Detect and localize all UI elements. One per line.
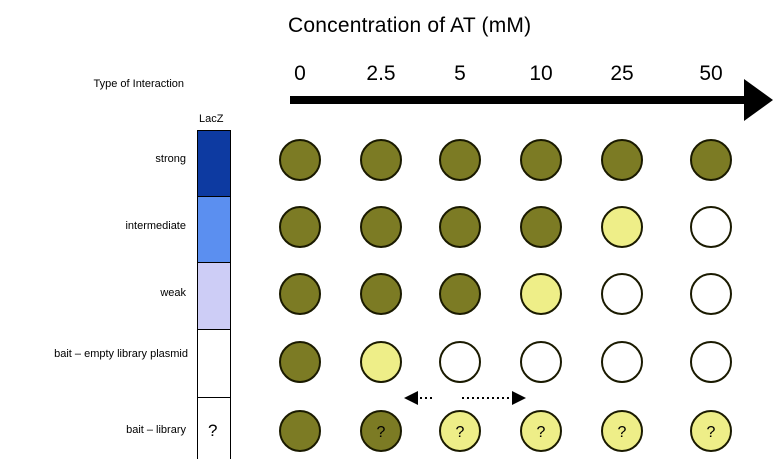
lacz-swatch [197,263,231,330]
axis-title: Concentration of AT (mM) [288,14,532,37]
growth-spot [279,139,321,181]
left-arrowhead [404,391,418,405]
type-of-interaction-heading: Type of Interaction [93,78,185,90]
row-label: bait – library [126,424,186,436]
spot-question-mark: ? [537,424,546,441]
growth-spot [601,139,643,181]
growth-spot [690,410,732,452]
growth-spot [690,273,732,315]
growth-spot [601,273,643,315]
lacz-heading: LacZ [199,113,224,125]
concentration-label: 10 [529,62,553,85]
concentration-label: 25 [610,62,634,85]
growth-spot [520,139,562,181]
concentration-label: 50 [699,62,723,85]
growth-spot [279,410,321,452]
row-label: intermediate [125,220,186,232]
spot-question-mark: ? [456,424,465,441]
growth-spot [690,341,732,383]
growth-spot [439,410,481,452]
lacz-swatch [197,197,231,263]
concentration-arrowhead [744,79,773,121]
growth-spot [520,206,562,248]
growth-spot [439,273,481,315]
lacz-swatch [197,130,231,197]
concentration-label: 0 [294,62,306,85]
growth-spot [520,273,562,315]
row-label: bait – empty library plasmid [54,348,188,360]
growth-spot [520,410,562,452]
spot-question-mark: ? [618,424,627,441]
spot-question-mark: ? [377,424,386,441]
growth-spot [520,341,562,383]
growth-spot [360,341,402,383]
growth-spot [279,206,321,248]
growth-spot [360,206,402,248]
concentration-arrow-shaft [290,96,746,104]
growth-spot [601,410,643,452]
growth-spot [690,139,732,181]
growth-spot [279,273,321,315]
growth-spot [360,410,402,452]
growth-spot [360,273,402,315]
lacz-swatch [197,398,231,459]
row-label: weak [160,287,186,299]
growth-spot [601,206,643,248]
right-arrowhead [512,391,526,405]
spot-question-mark: ? [707,424,716,441]
growth-spot [439,206,481,248]
lacz-swatch [197,330,231,398]
growth-spot [439,139,481,181]
row-label: strong [155,153,186,165]
growth-spot [279,341,321,383]
growth-spot [690,206,732,248]
concentration-label: 5 [454,62,466,85]
growth-spot [360,139,402,181]
lacz-question-mark: ? [208,421,218,440]
growth-spot [601,341,643,383]
growth-spot [439,341,481,383]
concentration-label: 2.5 [366,62,396,85]
